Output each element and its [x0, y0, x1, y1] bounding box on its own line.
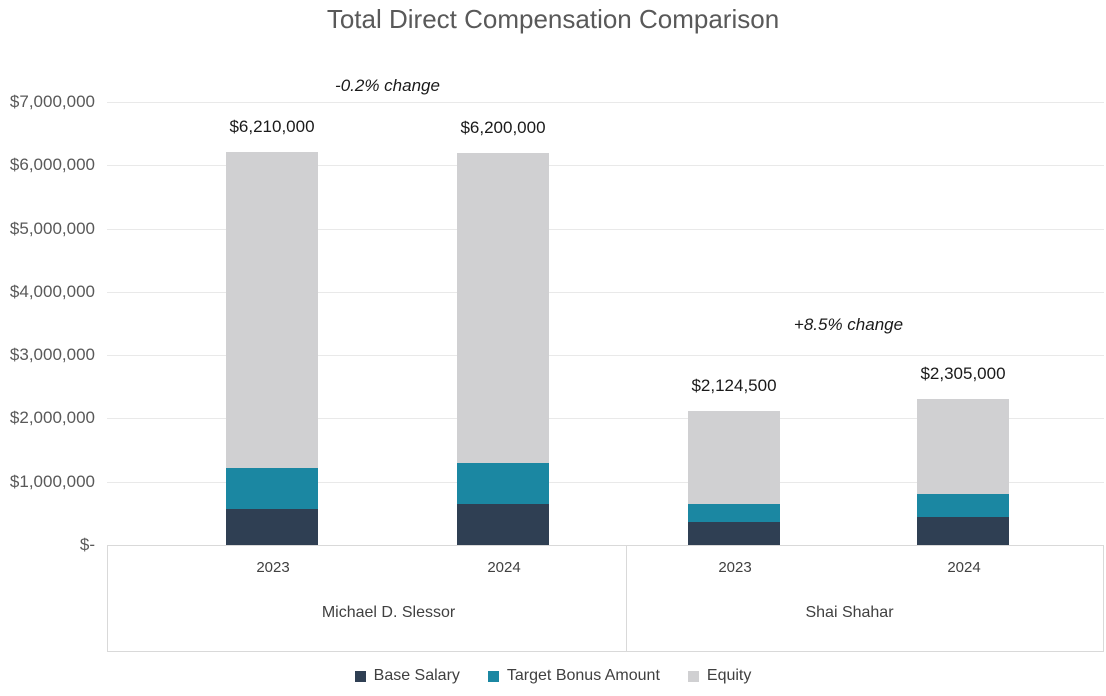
change-annotation: -0.2% change [335, 76, 440, 95]
bar-total-label: $6,210,000 [229, 116, 315, 136]
y-axis-tick-label: $6,000,000 [9, 155, 95, 175]
category-year-label: 2024 [487, 559, 521, 576]
legend-label: Equity [706, 667, 752, 684]
y-axis-tick-label: $5,000,000 [9, 218, 95, 238]
legend-swatch-equity [687, 670, 699, 682]
chart-title: Total Direct Compensation Comparison [326, 4, 780, 34]
category-year-label: 2023 [718, 559, 752, 576]
bar-segment-base-salary [917, 516, 1009, 545]
legend-swatch-target-bonus-amount [487, 670, 499, 682]
category-year-label: 2024 [947, 559, 981, 576]
gridline [107, 418, 1104, 420]
bar-segment-base-salary [688, 522, 780, 545]
legend-item-base-salary: Base Salary [354, 667, 460, 685]
legend-swatch-base-salary [354, 670, 366, 682]
legend-item-target-bonus-amount: Target Bonus Amount [487, 667, 660, 685]
gridline [107, 291, 1104, 293]
gridline [107, 481, 1104, 483]
gridline [107, 228, 1104, 230]
bar-segment-base-salary [226, 508, 318, 545]
y-axis-tick-label: $3,000,000 [9, 345, 95, 365]
category-group-name-michael-d-slessor: Michael D. Slessor [321, 604, 456, 621]
legend-label: Base Salary [373, 667, 460, 684]
y-axis-tick-label: $1,000,000 [9, 471, 95, 491]
bar-segment-equity [226, 151, 318, 469]
category-axis: 2023 2024 Michael D. Slessor 2023 2024 Shai S… [107, 545, 1104, 652]
bar-segment-target-bonus-amount [457, 462, 549, 504]
change-annotation: +8.5% change [793, 315, 904, 334]
bar-total-label: $2,124,500 [691, 375, 777, 395]
y-axis-tick-label: $- [79, 535, 95, 554]
legend-label: Target Bonus Amount [506, 667, 660, 684]
bar-segment-target-bonus-amount [917, 493, 1009, 517]
gridline [107, 355, 1104, 357]
bar-total-label: $6,200,000 [460, 117, 546, 137]
y-axis-tick-label: $2,000,000 [9, 408, 95, 428]
category-group-divider [626, 546, 627, 651]
category-group-name-shai-shahar: Shai Shahar [805, 604, 894, 621]
legend-item-equity: Equity [687, 667, 752, 685]
bar-segment-equity [917, 399, 1009, 494]
bar-total-label: $2,305,000 [920, 364, 1006, 384]
bar-segment-target-bonus-amount [226, 468, 318, 509]
gridline [107, 102, 1104, 103]
y-axis-tick-label: $7,000,000 [9, 92, 95, 111]
bar-segment-base-salary [457, 503, 549, 545]
bar-segment-equity [457, 152, 549, 463]
bar-segment-target-bonus-amount [688, 503, 780, 523]
legend: Base Salary Target Bonus Amount Equity [0, 663, 1106, 689]
bar-segment-equity [688, 410, 780, 504]
category-year-label: 2023 [256, 559, 290, 576]
gridline [107, 165, 1104, 167]
y-axis-tick-label: $4,000,000 [9, 281, 95, 301]
